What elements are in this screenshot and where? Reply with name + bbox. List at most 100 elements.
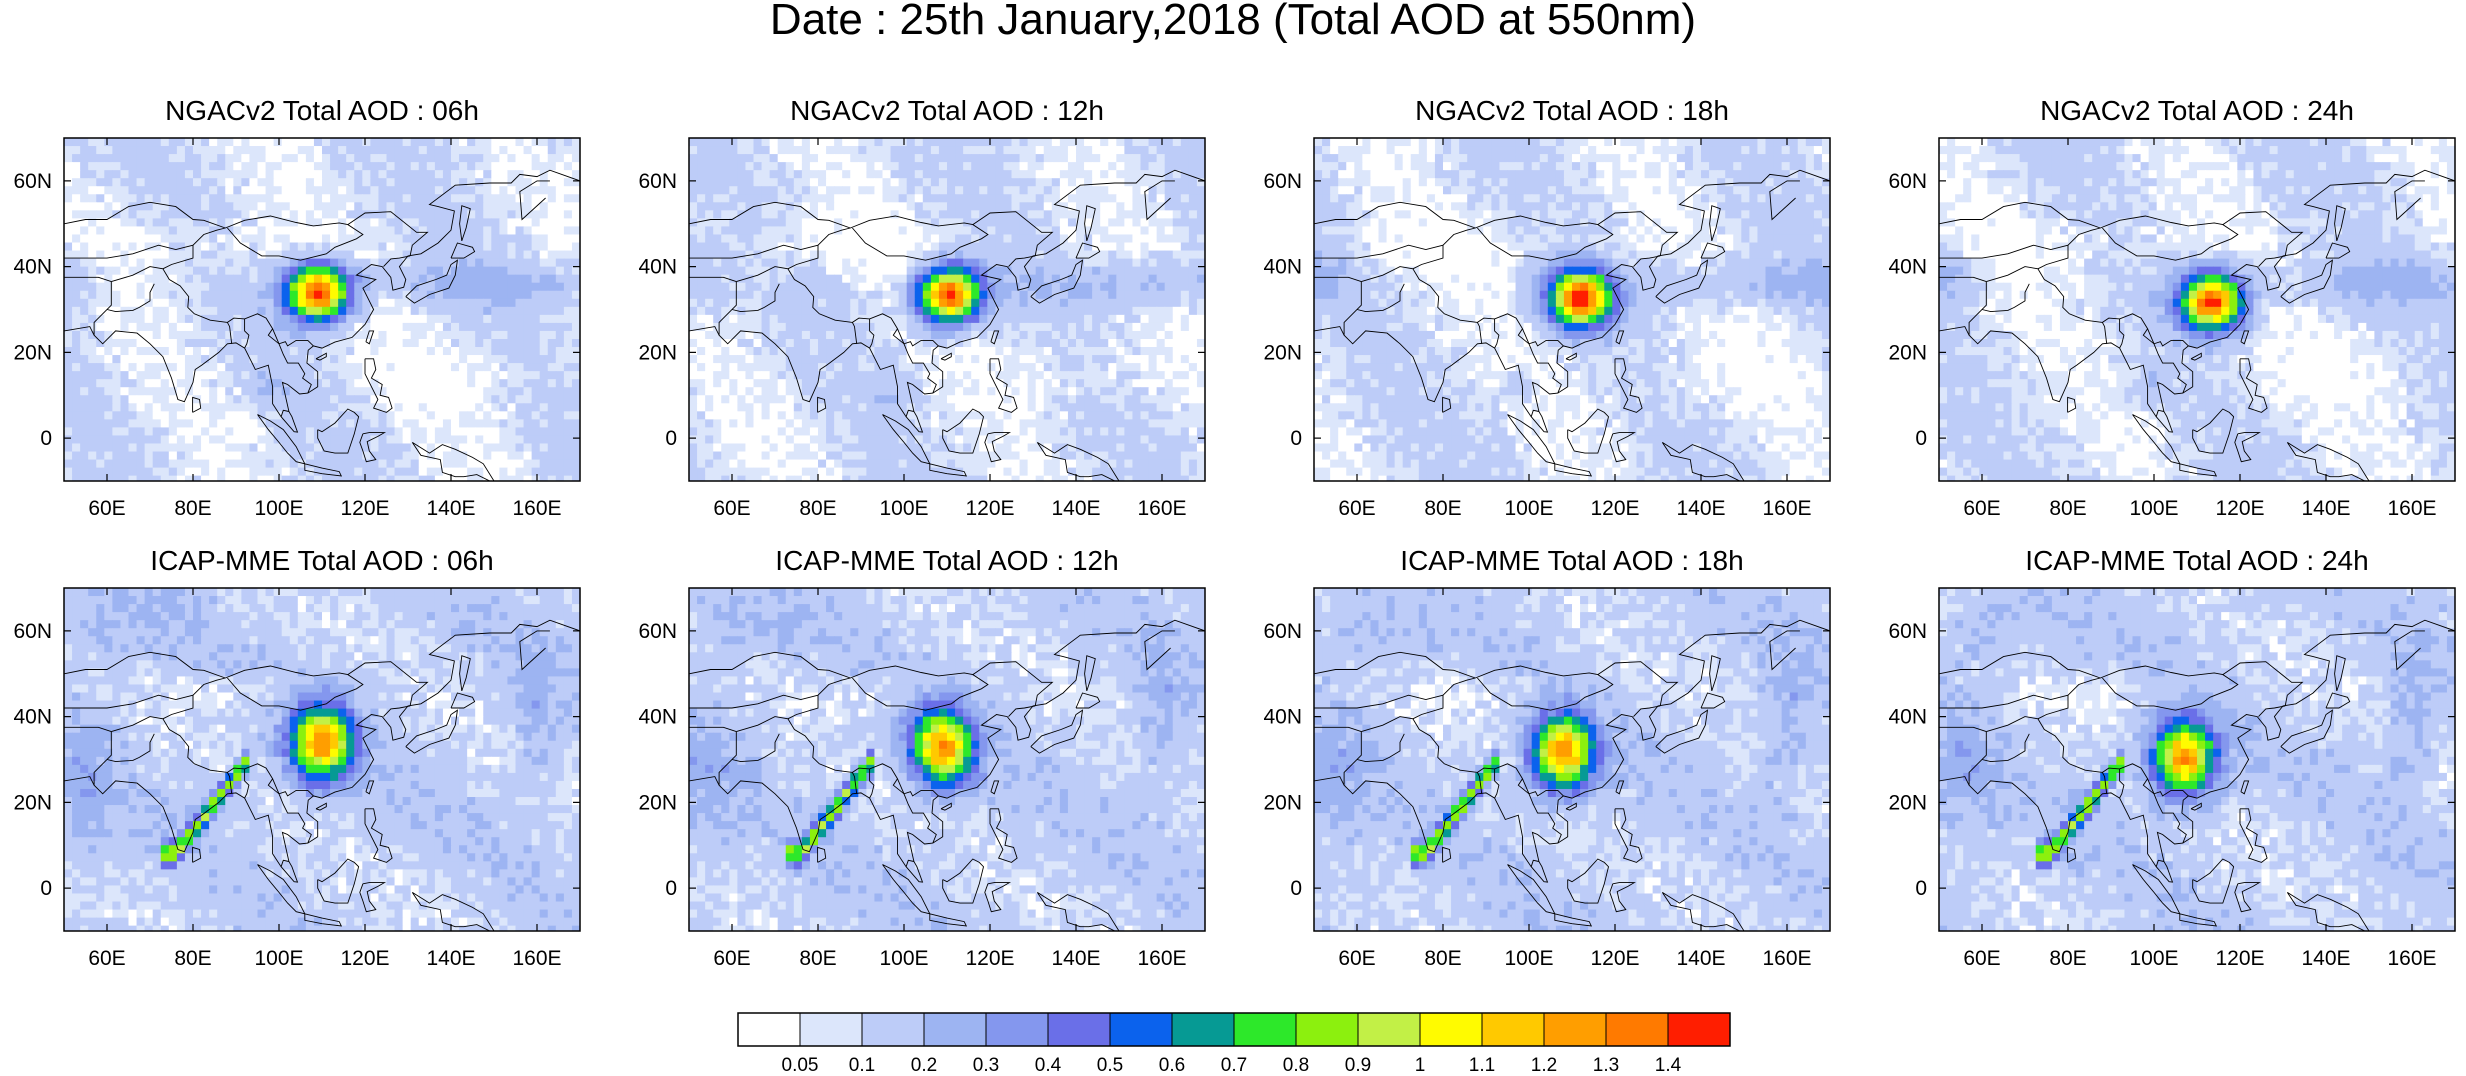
aod-cell bbox=[1076, 323, 1085, 332]
aod-cell bbox=[443, 476, 452, 485]
aod-cell bbox=[786, 178, 795, 187]
aod-cell bbox=[770, 395, 779, 404]
aod-cell bbox=[754, 307, 763, 316]
aod-cell bbox=[737, 259, 746, 268]
aod-cell bbox=[419, 331, 428, 340]
aod-cell bbox=[1020, 170, 1029, 179]
aod-cell bbox=[338, 331, 347, 340]
aod-cell bbox=[1141, 146, 1150, 155]
aod-cell bbox=[258, 234, 267, 243]
aod-cell bbox=[475, 162, 484, 171]
aod-cell bbox=[443, 379, 452, 388]
aod-cell bbox=[931, 267, 940, 276]
aod-cell bbox=[842, 355, 851, 364]
aod-cell bbox=[338, 403, 347, 412]
aod-cell bbox=[225, 371, 234, 380]
aod-cell bbox=[858, 307, 867, 316]
aod-cell bbox=[1116, 371, 1125, 380]
aod-cell bbox=[201, 267, 210, 276]
aod-cell bbox=[137, 291, 146, 300]
aod-cell bbox=[129, 283, 138, 292]
aod-cell bbox=[874, 234, 883, 243]
aod-cell bbox=[1003, 170, 1012, 179]
aod-cell bbox=[435, 218, 444, 227]
aod-cell bbox=[697, 178, 706, 187]
aod-cell bbox=[145, 355, 154, 364]
aod-cell bbox=[129, 170, 138, 179]
aod-cell bbox=[80, 452, 89, 461]
aod-cell bbox=[306, 371, 315, 380]
aod-cell bbox=[834, 251, 843, 260]
aod-cell bbox=[177, 299, 186, 308]
aod-cell bbox=[762, 291, 771, 300]
aod-cell bbox=[330, 387, 339, 396]
aod-cell bbox=[1149, 395, 1158, 404]
aod-cell bbox=[1060, 210, 1069, 219]
aod-cell bbox=[258, 291, 267, 300]
aod-cell bbox=[891, 234, 900, 243]
aod-cell bbox=[1003, 291, 1012, 300]
aod-cell bbox=[338, 387, 347, 396]
aod-cell bbox=[564, 307, 573, 316]
aod-cell bbox=[330, 291, 339, 300]
aod-cell bbox=[451, 202, 460, 211]
aod-cell bbox=[931, 138, 940, 147]
aod-cell bbox=[72, 210, 81, 219]
aod-cell bbox=[1108, 218, 1117, 227]
aod-cell bbox=[96, 138, 105, 147]
aod-cell bbox=[96, 452, 105, 461]
aod-cell bbox=[963, 315, 972, 324]
aod-cell bbox=[770, 251, 779, 260]
aod-cell bbox=[1157, 347, 1166, 356]
aod-cell bbox=[1036, 379, 1045, 388]
aod-cell bbox=[1116, 194, 1125, 203]
aod-cell bbox=[266, 347, 275, 356]
aod-cell bbox=[233, 251, 242, 260]
aod-cell bbox=[354, 178, 363, 187]
aod-cell bbox=[891, 339, 900, 348]
aod-cell bbox=[258, 452, 267, 461]
aod-cell bbox=[427, 387, 436, 396]
aod-cell bbox=[923, 347, 932, 356]
aod-cell bbox=[314, 170, 323, 179]
aod-cell bbox=[721, 355, 730, 364]
aod-cell bbox=[266, 452, 275, 461]
aod-cell bbox=[1092, 186, 1101, 195]
aod-cell bbox=[64, 154, 73, 163]
aod-cell bbox=[96, 379, 105, 388]
aod-cell bbox=[64, 331, 73, 340]
aod-cell bbox=[354, 339, 363, 348]
aod-cell bbox=[104, 379, 113, 388]
aod-cell bbox=[1157, 146, 1166, 155]
aod-cell bbox=[955, 170, 964, 179]
aod-cell bbox=[403, 363, 412, 372]
aod-cell bbox=[810, 275, 819, 284]
aod-cell bbox=[737, 355, 746, 364]
aod-cell bbox=[120, 154, 129, 163]
aod-cell bbox=[1060, 259, 1069, 268]
aod-cell bbox=[540, 379, 549, 388]
aod-cell bbox=[129, 186, 138, 195]
aod-cell bbox=[939, 363, 948, 372]
aod-cell bbox=[161, 178, 170, 187]
aod-cell bbox=[834, 299, 843, 308]
aod-cell bbox=[754, 379, 763, 388]
aod-cell bbox=[467, 259, 476, 268]
aod-cell bbox=[1076, 138, 1085, 147]
aod-cell bbox=[1116, 331, 1125, 340]
aod-cell bbox=[947, 331, 956, 340]
aod-cell bbox=[737, 170, 746, 179]
aod-cell bbox=[177, 331, 186, 340]
aod-cell bbox=[1020, 226, 1029, 235]
aod-cell bbox=[729, 267, 738, 276]
aod-cell bbox=[403, 138, 412, 147]
aod-cell bbox=[971, 307, 980, 316]
aod-cell bbox=[1036, 138, 1045, 147]
aod-cell bbox=[209, 435, 218, 444]
aod-cell bbox=[524, 251, 533, 260]
aod-cell bbox=[1124, 186, 1133, 195]
aod-cell bbox=[955, 162, 964, 171]
aod-cell bbox=[1092, 275, 1101, 284]
aod-cell bbox=[185, 460, 194, 469]
